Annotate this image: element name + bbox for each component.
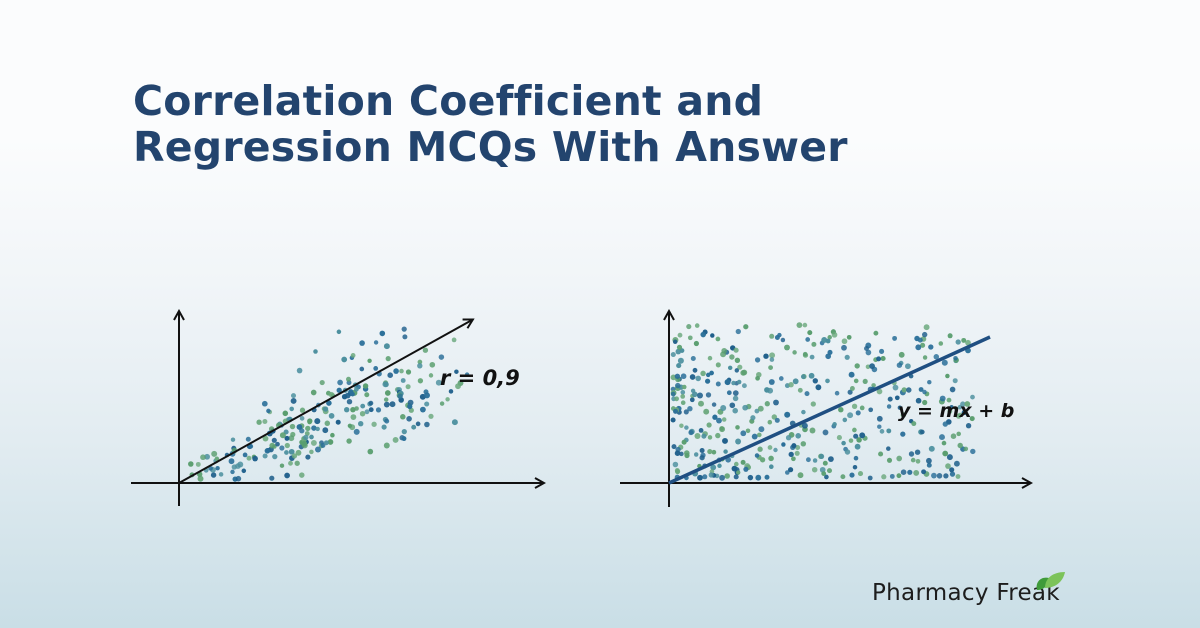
brand-logo-text: Pharmacy Freak xyxy=(872,580,1060,606)
regression-equation: y = mx + b xyxy=(898,400,1015,422)
scatter-points-left xyxy=(188,326,470,482)
title-line-1: Correlation Coefficient and xyxy=(133,77,764,125)
correlation-annotation: r = 0,9 xyxy=(440,366,520,390)
leaf-icon xyxy=(1036,572,1065,590)
correlation-scatter-chart xyxy=(131,312,543,506)
regression-scatter-chart xyxy=(620,312,1030,507)
trend-arrow-left xyxy=(178,320,472,484)
title-line-2: Regression MCQs With Answer xyxy=(133,123,848,171)
page-title: Correlation Coefficient and Regression M… xyxy=(133,78,848,170)
regression-line xyxy=(668,335,991,485)
